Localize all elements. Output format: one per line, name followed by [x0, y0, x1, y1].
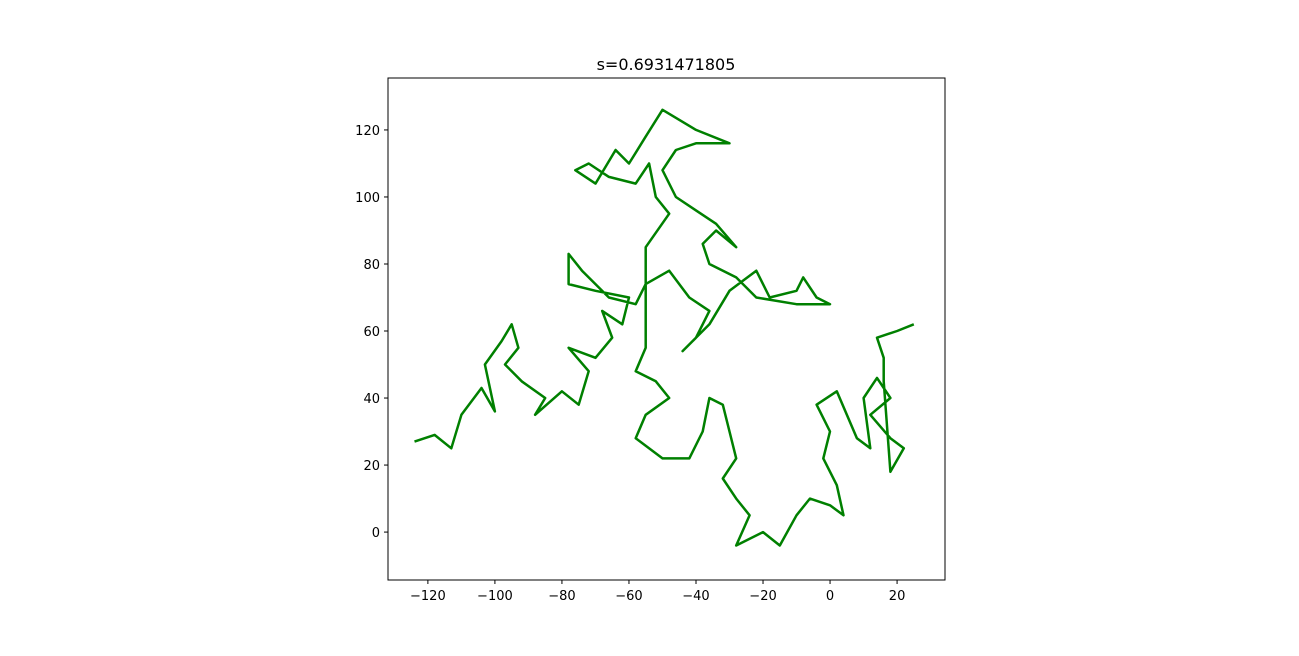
x-tick-label: 0 [826, 589, 834, 604]
y-tick-label: 20 [363, 459, 380, 474]
y-tick-label: 0 [372, 526, 380, 541]
y-tick-label: 40 [363, 392, 380, 407]
walk-line [414, 108, 915, 547]
y-tick-label: 120 [355, 124, 380, 139]
x-tick-label: −40 [682, 589, 709, 604]
plot-frame [387, 77, 946, 581]
x-tick-label: −60 [615, 589, 642, 604]
x-tick-label: −80 [548, 589, 575, 604]
y-tick-label: 60 [363, 325, 380, 340]
x-tick-label: 20 [889, 589, 906, 604]
x-tick-label: −100 [477, 589, 513, 604]
x-tick-label: −20 [749, 589, 776, 604]
chart-title: s=0.6931471805 [597, 55, 736, 74]
y-tick-label: 100 [355, 191, 380, 206]
y-tick-label: 80 [363, 258, 380, 273]
x-tick-label: −120 [410, 589, 446, 604]
